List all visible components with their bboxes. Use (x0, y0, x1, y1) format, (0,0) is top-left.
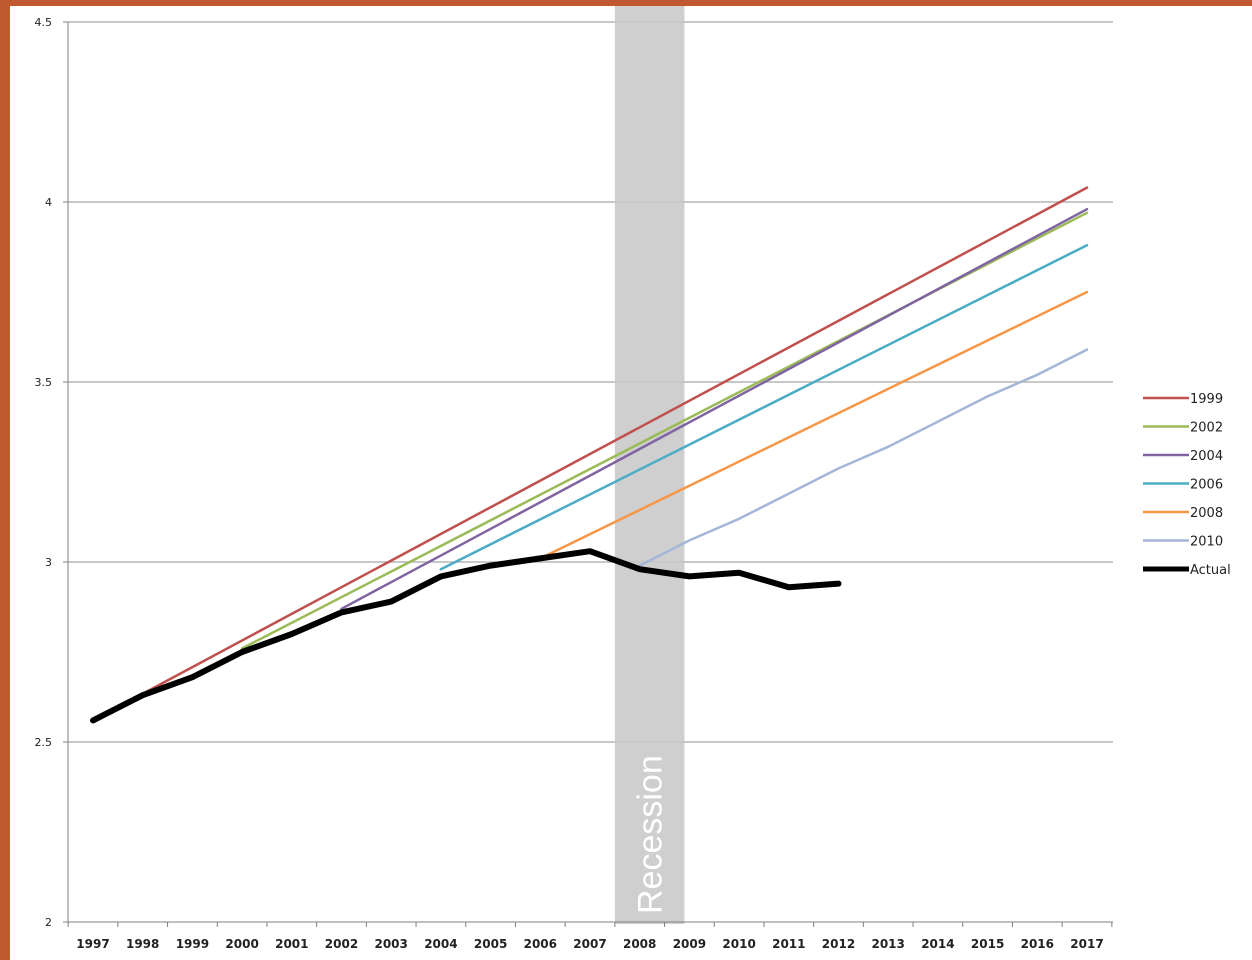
series-line-1999 (91, 186, 1089, 722)
axes: 2 2.5 3 3.5 4 4.5 1997 1998 1999 2000 2001 2002 2003… (35, 16, 1113, 951)
y-tick-label: 4 (45, 196, 52, 209)
x-tick-label: 2002 (325, 937, 358, 951)
legend-label: 2006 (1190, 478, 1223, 493)
x-tick-label: 2004 (424, 937, 457, 951)
x-tick-label: 2006 (524, 937, 557, 951)
x-tick-label: 2015 (971, 937, 1004, 951)
series-line-2004 (340, 207, 1089, 611)
gridlines (68, 21, 1113, 743)
line-chart: 2 2.5 3 3.5 4 4.5 1997 1998 1999 2000 2001 2002 2003… (35, 6, 1231, 951)
series-line-actual (90, 548, 842, 724)
y-tick-label: 3 (45, 556, 52, 569)
legend-label: 2010 (1190, 535, 1223, 550)
x-tick-label: 1998 (126, 937, 159, 951)
x-tick-label: 1997 (76, 937, 109, 951)
series-line-2010 (638, 348, 1089, 567)
series-line-2006 (439, 243, 1089, 571)
x-tick-label: 1999 (176, 937, 209, 951)
x-tick-label: 2012 (822, 937, 855, 951)
y-tick-label: 4.5 (35, 16, 53, 29)
x-tick-label: 2011 (772, 937, 805, 951)
legend-label: 2002 (1190, 421, 1223, 436)
y-tick-label: 2.5 (35, 736, 53, 749)
x-tick-label: 2007 (573, 937, 606, 951)
x-tick-label: 2016 (1021, 937, 1054, 951)
series-lines: Recession (90, 186, 1089, 914)
x-tick-label: 2003 (374, 937, 407, 951)
x-tick-label: 2005 (474, 937, 507, 951)
y-tick-label: 3.5 (35, 376, 53, 389)
x-tick-label: 2010 (722, 937, 755, 951)
y-tick-label: 2 (45, 916, 52, 929)
chart-frame: 2 2.5 3 3.5 4 4.5 1997 1998 1999 2000 2001 2002 2003… (10, 6, 1252, 960)
recession-label: Recession (632, 755, 670, 914)
series-line-2008 (539, 290, 1089, 560)
x-tick-label: 2014 (921, 937, 954, 951)
x-tick-label: 2008 (623, 937, 656, 951)
legend-label: 2008 (1190, 506, 1223, 521)
legend: 1999 2002 2004 2006 2008 2010 Actual (1143, 392, 1231, 578)
legend-label: 1999 (1190, 392, 1223, 407)
x-tick-label: 2000 (225, 937, 258, 951)
legend-label: Actual (1190, 563, 1231, 578)
x-tick-label: 2013 (871, 937, 904, 951)
x-tick-label: 2017 (1070, 937, 1103, 951)
legend-label: 2004 (1190, 449, 1223, 464)
x-tick-label: 2009 (673, 937, 706, 951)
x-tick-label: 2001 (275, 937, 308, 951)
